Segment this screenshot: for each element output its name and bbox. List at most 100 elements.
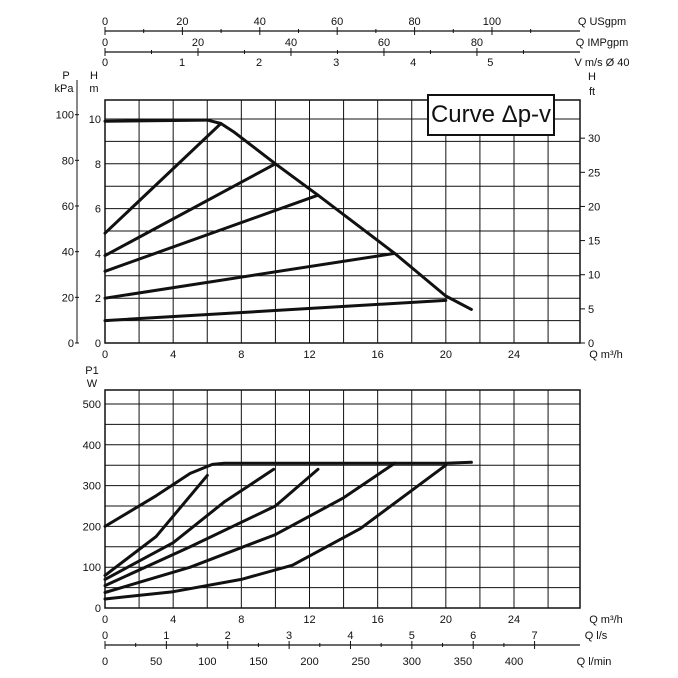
p1-tick-label: 400: [83, 440, 101, 452]
impgpm-tick-label: 40: [285, 37, 297, 49]
upper-x-tick-label: 20: [440, 349, 452, 361]
p1-tick-label: 200: [83, 521, 101, 533]
head-series-3: [103, 193, 320, 273]
ft-tick-label: 10: [588, 270, 600, 282]
upper-x-tick-label: 12: [303, 349, 315, 361]
lower-x-tick-label: 0: [102, 614, 108, 626]
impgpm-label: Q IMPgpm: [576, 37, 629, 49]
power-series-0: [103, 460, 473, 528]
h-m-tick-label: 2: [95, 293, 101, 305]
upper-x-tick-label: 0: [102, 349, 108, 361]
lmin-tick-label: 150: [249, 656, 267, 668]
impgpm-tick-label: 0: [102, 37, 108, 49]
ft-axis-title: H: [588, 71, 596, 83]
upper-x-tick-label: 24: [508, 349, 520, 361]
p1-tick-label: 500: [83, 399, 101, 411]
kpa-axis-title: P: [62, 70, 69, 82]
lmin-tick-label: 200: [300, 656, 318, 668]
lmin-tick-label: 400: [505, 656, 523, 668]
head-series-4: [103, 251, 397, 300]
power-series-5: [103, 463, 448, 601]
velocity-tick-label: 5: [487, 57, 493, 69]
usgpm-tick-label: 60: [331, 16, 343, 28]
ls-axis-tick-label: 0: [102, 630, 108, 642]
lmin-tick-label: 0: [102, 656, 108, 668]
upper-x-tick-label: 16: [372, 349, 384, 361]
lower-x-tick-label: 4: [170, 614, 176, 626]
ls-axis-label: Q l/s: [585, 630, 608, 642]
impgpm-tick-label: 80: [471, 37, 483, 49]
h-m-axis-unit: m: [89, 83, 98, 95]
upper-grid: [104, 99, 581, 344]
kpa-tick-label: 0: [68, 338, 74, 350]
lower-x-tick-label: 16: [372, 614, 384, 626]
ls-axis-tick-label: 4: [347, 630, 353, 642]
lmin-tick-label: 300: [403, 656, 421, 668]
lower-x-tick-label: 20: [440, 614, 452, 626]
legend-curve-label: Curve Δp-v: [427, 94, 555, 136]
lower-series: [103, 460, 473, 601]
lmin-tick-label: 350: [454, 656, 472, 668]
usgpm-tick-label: 100: [483, 16, 501, 28]
ft-tick-label: 5: [588, 304, 594, 316]
lower-x-tick-label: 12: [303, 614, 315, 626]
kpa-axis-unit: kPa: [55, 83, 75, 95]
usgpm-tick-label: 20: [176, 16, 188, 28]
upper-x-axis-label: Q m³/h: [589, 349, 623, 361]
lower-plot-frame: [104, 389, 581, 609]
ls-axis-tick-label: 2: [225, 630, 231, 642]
kpa-tick-label: 20: [62, 292, 74, 304]
lmin-tick-label: 50: [150, 656, 162, 668]
ft-tick-label: 25: [588, 167, 600, 179]
h-m-tick-label: 0: [95, 338, 101, 350]
power-series-4: [103, 461, 397, 594]
velocity-tick-label: 4: [410, 57, 416, 69]
impgpm-tick-label: 20: [192, 37, 204, 49]
velocity-tick-label: 0: [102, 57, 108, 69]
p1-tick-label: 0: [95, 603, 101, 615]
velocity-tick-label: 3: [333, 57, 339, 69]
lower-x-tick-label: 8: [238, 614, 244, 626]
h-m-tick-label: 8: [95, 159, 101, 171]
upper-x-tick-label: 8: [238, 349, 244, 361]
velocity-tick-label: 1: [179, 57, 185, 69]
power-series-3: [103, 467, 320, 588]
ft-tick-label: 20: [588, 201, 600, 213]
kpa-tick-label: 40: [62, 247, 74, 259]
ft-tick-label: 15: [588, 236, 600, 248]
ls-axis-tick-label: 7: [532, 630, 538, 642]
upper-x-tick-label: 4: [170, 349, 176, 361]
power-series-2: [103, 467, 276, 581]
power-series-1: [103, 473, 209, 577]
p1-tick-label: 300: [83, 481, 101, 493]
ls-axis-tick-label: 3: [286, 630, 292, 642]
ls-axis-tick-label: 5: [409, 630, 415, 642]
lmin-label: Q l/min: [577, 656, 612, 668]
ft-axis-unit: ft: [589, 86, 595, 98]
ls-axis-tick-label: 6: [470, 630, 476, 642]
lmin-tick-label: 100: [198, 656, 216, 668]
ls-axis-tick-label: 1: [163, 630, 169, 642]
upper-series: [103, 118, 473, 323]
h-m-tick-label: 10: [89, 114, 101, 126]
velocity-tick-label: 2: [256, 57, 262, 69]
upper-plot-frame: [104, 99, 581, 344]
kpa-tick-label: 80: [62, 155, 74, 167]
lmin-tick-label: 250: [351, 656, 369, 668]
lower-x-axis-label: Q m³/h: [589, 614, 623, 626]
kpa-tick-label: 60: [62, 201, 74, 213]
h-m-axis-title: H: [90, 70, 98, 82]
kpa-tick-label: 100: [56, 110, 74, 122]
head-series-0: [103, 118, 473, 311]
ft-tick-label: 30: [588, 133, 600, 145]
h-m-tick-label: 6: [95, 204, 101, 216]
impgpm-tick-label: 60: [378, 37, 390, 49]
h-m-tick-label: 4: [95, 248, 101, 260]
head-series-5: [103, 298, 448, 323]
p1-axis-unit: W: [87, 378, 98, 390]
lower-grid: [104, 389, 581, 609]
usgpm-tick-label: 40: [254, 16, 266, 28]
head-series-2: [103, 162, 277, 258]
